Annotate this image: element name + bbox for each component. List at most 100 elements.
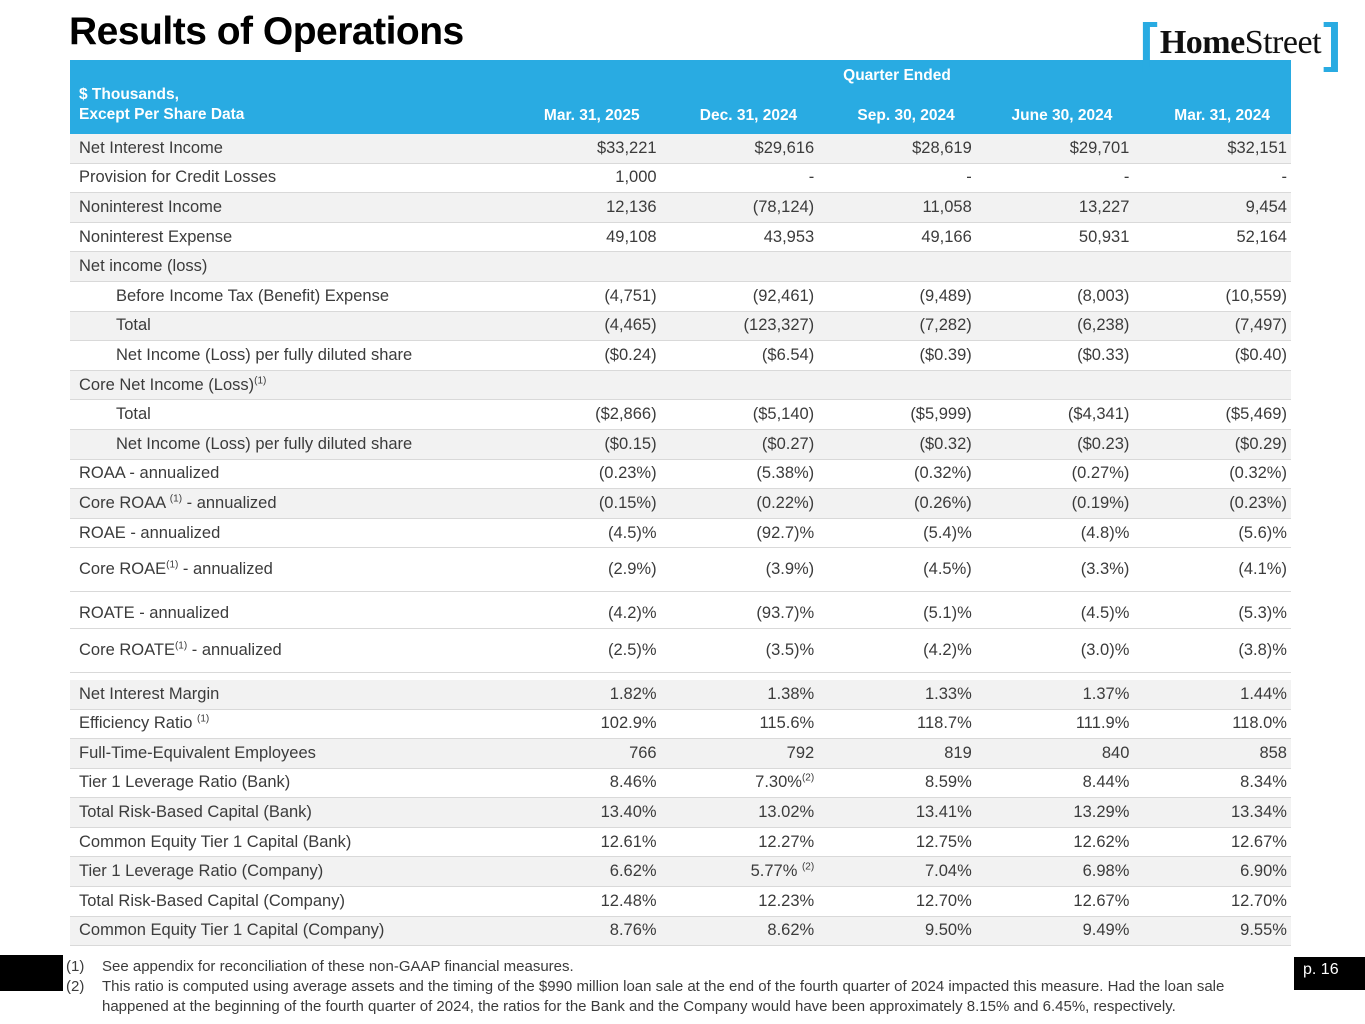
cell-value: (6,238) [1077, 316, 1130, 335]
row-label: ROAE - annualized [79, 523, 221, 542]
cell-value: ($2,866) [595, 405, 657, 424]
cell-value: 118.0% [1232, 714, 1287, 733]
footnote-text: This ratio is computed using average ass… [102, 977, 1225, 1015]
cell-value: 840 [1101, 743, 1130, 762]
cell-value: $32,151 [1227, 138, 1287, 157]
cell-value: (4.8)% [1080, 523, 1130, 542]
cell-value: 858 [1259, 743, 1287, 762]
cell-value: 102.9% [600, 714, 657, 733]
table-row: Provision for Credit Losses 1,000 - - - - [70, 163, 1291, 194]
row-label: Provision for Credit Losses [79, 168, 277, 187]
cell-value: ($0.23) [1077, 434, 1130, 453]
table-row: Full-Time-Equivalent Employees 766 792 819 8… [70, 739, 1291, 769]
cell-value: (3.5)% [765, 640, 815, 659]
cell-value: 111.9% [1075, 714, 1130, 733]
cell-value: (4.5%) [923, 560, 972, 579]
cell-value: (2.9%) [607, 560, 657, 579]
table-row: Noninterest Income 12,136 (78,124) 11,058 13… [70, 193, 1291, 223]
cell-value: (3.0)% [1080, 640, 1130, 659]
table-row: Tier 1 Leverage Ratio (Company) 6.62% 5.77… [70, 857, 1291, 888]
cell-value: ($0.32) [919, 434, 972, 453]
cell-value: 12.70% [1231, 891, 1287, 910]
cell-value: $29,616 [754, 138, 815, 157]
cell-value: 115.6% [759, 714, 815, 733]
cell-value: 12.61% [600, 832, 657, 851]
cell-value: (0.22%) [756, 493, 815, 512]
cell-value: 7.04% [924, 862, 972, 881]
cell-value: 13.41% [915, 803, 972, 822]
cell-value: 12.67% [1073, 891, 1130, 910]
cell-value: - [966, 168, 972, 187]
table-row: Core ROAA (1) - annualized (0.15%) (0.22%)… [70, 489, 1291, 519]
table-row: Net Interest Margin 1.82% 1.38% 1.33% 1.37% 1… [70, 679, 1291, 710]
logo-wordmark: HomeStreet [1158, 24, 1323, 62]
row-label: Net income (loss) [79, 257, 208, 276]
homestreet-logo: [ HomeStreet ] [1139, 13, 1341, 73]
footnote-ref: (1) [166, 559, 179, 571]
results-table-body: Net Interest Income $33,221 $29,616 $28,619… [70, 134, 1291, 947]
cell-value: 13.40% [600, 803, 657, 822]
cell-value: (4.5)% [607, 523, 657, 542]
footnote-ref: (1) [174, 640, 188, 652]
column-header: Mar. 31, 2024 [1174, 107, 1270, 124]
cell-value: 12.23% [758, 891, 815, 910]
cell-value: (3.9%) [765, 560, 815, 579]
page-number: p. 16 [1294, 957, 1365, 990]
row-label: Total [116, 405, 151, 424]
cell-value: 12.75% [915, 832, 972, 851]
cell-value: 1.82% [609, 684, 657, 703]
cell-value: 49,108 [606, 227, 657, 246]
cell-value: (4.2)% [923, 640, 972, 659]
cell-value: (4.5)% [1080, 604, 1130, 623]
cell-value: (4.2)% [607, 604, 657, 623]
column-header: Mar. 31, 2025 [543, 107, 640, 124]
units-label-line1: $ Thousands, [79, 85, 179, 103]
cell-value: 9.49% [1082, 921, 1130, 940]
cell-value: 118.7% [917, 714, 972, 733]
cell-value: (0.32%) [914, 464, 972, 483]
cell-value: 12.70% [915, 891, 972, 910]
row-label: Before Income Tax (Benefit) Expense [116, 286, 390, 305]
cell-value: ($6.54) [761, 345, 815, 364]
row-label: Core ROAE(1) - annualized [79, 559, 273, 579]
row-label: Net Interest Income [79, 138, 223, 157]
footnote-marker: (2) [66, 977, 85, 995]
cell-value: (3.8)% [1238, 640, 1287, 659]
table-row: Common Equity Tier 1 Capital (Bank) 12.61… [70, 827, 1291, 858]
cell-value: 13.02% [758, 803, 815, 822]
cell-value: 1,000 [615, 168, 657, 187]
cell-value: - [1281, 168, 1287, 187]
cell-value: 819 [944, 743, 972, 762]
table-row: ROATE - annualized (4.2)% (93.7)% (5.1)% (4.… [70, 599, 1291, 629]
footnote-ref: (1) [197, 713, 210, 725]
cell-value: ($0.33) [1077, 345, 1130, 364]
cell-value: 7.30%(2) [755, 772, 815, 792]
table-row: Net Income (Loss) per fully diluted shar… [70, 429, 1291, 460]
page-title: Results of Operations [69, 10, 464, 53]
cell-value: 12,136 [606, 197, 657, 216]
cell-value: ($4,341) [1067, 405, 1130, 424]
row-label: Common Equity Tier 1 Capital (Bank) [79, 832, 352, 851]
cell-value: 12.67% [1231, 832, 1287, 851]
row-label: Core Net Income (Loss)(1) [79, 375, 267, 394]
table-row: Tier 1 Leverage Ratio (Bank) 8.46% 7.30%(2… [70, 768, 1291, 799]
cell-value: (5.1)% [923, 604, 972, 623]
cell-value: ($0.40) [1234, 345, 1287, 364]
cell-value: ($5,140) [752, 405, 815, 424]
footnote: (2) This ratio is computed using average … [66, 977, 1290, 1017]
row-label: Noninterest Income [79, 197, 223, 216]
table-row: Core ROAE(1) - annualized (2.9%) (3.9%) (4.… [70, 548, 1291, 593]
cell-value: 9,454 [1245, 197, 1287, 216]
cell-value: 11,058 [922, 197, 972, 216]
logo-bracket-left-icon: [ [1139, 13, 1158, 73]
row-label: Net Interest Margin [79, 684, 220, 703]
cell-value: (78,124) [752, 197, 815, 216]
row-label: Core ROATE(1) - annualized [79, 640, 282, 659]
cell-value: ($0.39) [919, 345, 972, 364]
cell-value: (8,003) [1077, 286, 1130, 305]
cell-value: 12.48% [600, 891, 657, 910]
row-label: Full-Time-Equivalent Employees [79, 743, 316, 762]
footnote: (1) See appendix for reconciliation of th… [66, 957, 1290, 977]
table-row: Total ($2,866) ($5,140) ($5,999) ($4,341) ($5… [70, 400, 1291, 430]
cell-value: (93.7)% [756, 604, 815, 623]
